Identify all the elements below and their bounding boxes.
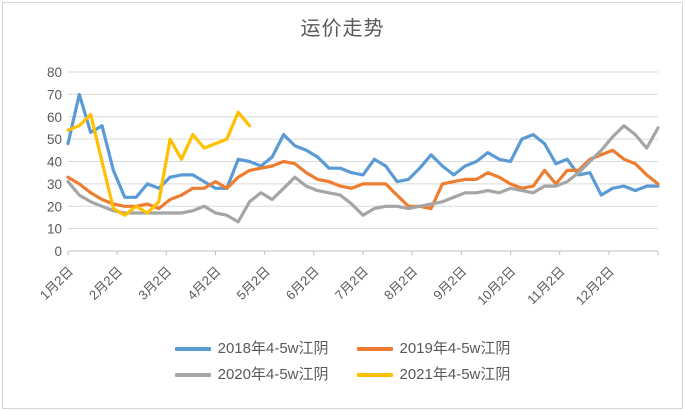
series-line-2019年4-5w江阴[interactable] (66, 148, 660, 211)
y-tick-label-10: 10 (47, 222, 62, 237)
series-line-2018年4-5w江阴[interactable] (66, 92, 660, 199)
x-tick-label-5月[interactable]: 5月2日 (234, 264, 273, 303)
chart-title: 运价走势 (300, 18, 385, 40)
y-tick-label-40: 40 (47, 155, 62, 170)
legend: 2018年4-5w江阴 2019年4-5w江阴 2020年4-5w江阴 2021… (0, 338, 685, 386)
legend-item-2021[interactable]: 2021年4-5w江阴 (356, 364, 511, 386)
legend-label-2020: 2020年4-5w江阴 (217, 366, 329, 383)
x-tick-label-4月[interactable]: 4月2日 (184, 264, 223, 303)
y-tick-label-50: 50 (47, 132, 62, 147)
y-tick-label-60: 60 (47, 110, 62, 125)
x-tick-label-11月[interactable]: 11月2日 (524, 264, 568, 308)
series-line-2020年4-5w江阴[interactable] (66, 124, 660, 224)
legend-swatch-2019 (356, 347, 393, 351)
x-tick-label-8月[interactable]: 8月2日 (381, 264, 420, 303)
legend-item-2018[interactable]: 2018年4-5w江阴 (174, 338, 329, 360)
series-line-2021年4-5w江阴[interactable] (66, 110, 252, 217)
x-tick-label-7月[interactable]: 7月2日 (332, 264, 371, 303)
legend-label-2019: 2019年4-5w江阴 (399, 340, 511, 357)
x-tick-label-3月[interactable]: 3月2日 (135, 264, 174, 303)
x-tick-label-12月[interactable]: 12月2日 (573, 264, 617, 308)
legend-swatch-2021 (356, 373, 393, 377)
x-tick-label-9月[interactable]: 9月2日 (430, 264, 469, 303)
x-tick-label-1月[interactable]: 1月2日 (37, 264, 76, 303)
y-tick-label-70: 70 (47, 87, 62, 102)
y-tick-label-30: 30 (47, 177, 62, 192)
y-tick-label-0: 0 (54, 244, 62, 259)
y-tick-label-80: 80 (47, 65, 62, 80)
legend-swatch-2020 (174, 373, 211, 377)
y-tick-label-20: 20 (47, 199, 62, 214)
chart-plot-area[interactable]: 0 10 20 30 40 50 60 70 80 1月2日 2月2日 3月2日 4月2日 5月2日 6月2… (0, 0, 685, 338)
legend-label-2018: 2018年4-5w江阴 (217, 340, 329, 357)
x-tick-label-2月[interactable]: 2月2日 (86, 264, 125, 303)
x-tick-label-10月[interactable]: 10月2日 (474, 264, 518, 308)
x-tick-label-6月[interactable]: 6月2日 (283, 264, 322, 303)
legend-swatch-2018 (174, 347, 211, 351)
legend-item-2020[interactable]: 2020年4-5w江阴 (174, 364, 329, 386)
legend-item-2019[interactable]: 2019年4-5w江阴 (356, 338, 511, 360)
legend-label-2021: 2021年4-5w江阴 (399, 366, 511, 383)
